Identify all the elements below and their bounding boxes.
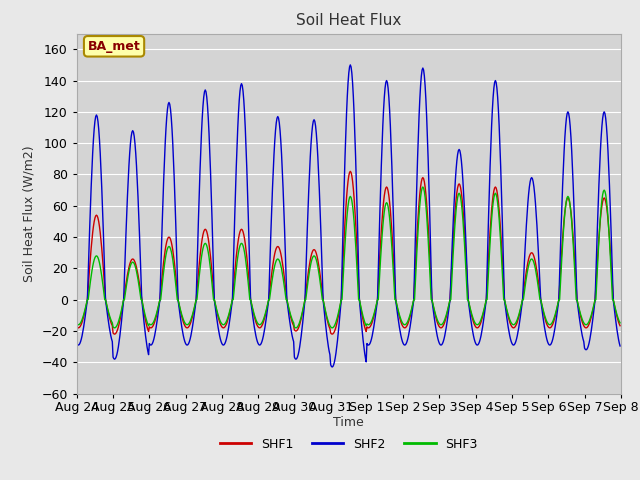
SHF1 <box>416 191 424 197</box>
Y-axis label: Soil Heat Flux (W/m2): Soil Heat Flux (W/m2) <box>23 145 36 282</box>
Line: SHF2: SHF2 <box>77 65 620 367</box>
SHF2 <box>194 242 202 248</box>
Text: BA_met: BA_met <box>88 40 140 53</box>
SHF2 <box>432 324 440 330</box>
SHF3 <box>419 184 427 190</box>
SHF1 <box>432 314 440 320</box>
SHF3 <box>223 317 231 323</box>
SHF2 <box>616 343 624 349</box>
SHF2 <box>328 364 336 370</box>
SHF1 <box>73 324 81 330</box>
SHF1 <box>140 306 147 312</box>
Line: SHF3: SHF3 <box>77 187 620 328</box>
Line: SHF1: SHF1 <box>77 171 620 334</box>
SHF1 <box>616 323 624 329</box>
SHF3 <box>140 304 147 310</box>
SHF2 <box>139 305 147 311</box>
SHF1 <box>83 300 90 306</box>
SHF1 <box>111 331 118 337</box>
X-axis label: Time: Time <box>333 416 364 429</box>
SHF3 <box>111 325 118 331</box>
SHF3 <box>73 321 81 327</box>
SHF2 <box>223 336 230 342</box>
SHF3 <box>432 312 440 318</box>
SHF1 <box>346 168 354 174</box>
SHF3 <box>83 300 90 306</box>
SHF3 <box>415 212 423 217</box>
Legend: SHF1, SHF2, SHF3: SHF1, SHF2, SHF3 <box>214 433 483 456</box>
SHF1 <box>195 270 202 276</box>
Title: Soil Heat Flux: Soil Heat Flux <box>296 13 401 28</box>
SHF2 <box>73 341 81 347</box>
SHF2 <box>346 62 354 68</box>
SHF1 <box>223 319 231 325</box>
SHF2 <box>83 303 90 309</box>
SHF2 <box>416 96 424 102</box>
SHF3 <box>195 281 202 287</box>
SHF3 <box>616 320 624 326</box>
